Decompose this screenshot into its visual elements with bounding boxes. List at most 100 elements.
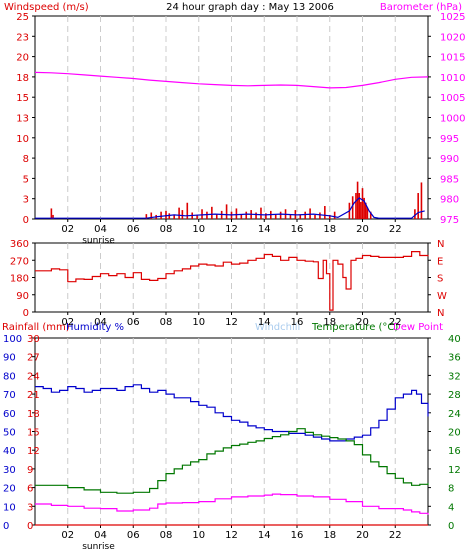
windspeed-bar [358, 193, 361, 219]
windspeed-bar [225, 204, 228, 219]
windspeed-bar [196, 214, 198, 219]
direction-panel-xtick-label: 20 [356, 317, 369, 328]
rainfall-tick-label: 18 [27, 409, 40, 420]
temperature-tick-label: 16 [448, 446, 461, 457]
windspeed-bar [52, 214, 54, 219]
compass-tick-label: N [437, 308, 444, 319]
windspeed-bar [328, 214, 331, 219]
humidity-axis-label: Humidity % [66, 322, 124, 333]
direction-panel-xtick-label: 12 [225, 317, 238, 328]
dew-point-line [35, 493, 429, 515]
barometer-tick-label: 1025 [440, 12, 465, 23]
windspeed-bar [304, 211, 306, 219]
barometer-tick-label: 1000 [440, 114, 465, 125]
windspeed-bar [181, 210, 184, 219]
windspeed-tick-label: 13 [16, 114, 29, 125]
humidity-tick-label: 10 [3, 502, 16, 513]
windspeed-tick-label: 23 [16, 32, 29, 43]
temp-panel-xtick-label: 02 [61, 530, 74, 541]
barometer-tick-label: 1015 [440, 53, 465, 64]
windspeed-bar [168, 213, 171, 219]
dewpoint-legend: Dew Point [393, 322, 443, 333]
plot-layer: 0358101315182023259759809859909951000100… [3, 12, 465, 552]
humidity-tick-label: 30 [3, 465, 16, 476]
temp-panel-xtick-label: 22 [389, 530, 402, 541]
windspeed-bar [364, 202, 367, 219]
windspeed-bar [211, 206, 213, 219]
wind-panel-xtick-label: 04 [94, 224, 107, 235]
windspeed-bar [420, 182, 423, 219]
windchill-legend: Windchill [255, 322, 300, 333]
direction-panel-xtick-label: 18 [323, 317, 336, 328]
direction-tick-label: 90 [16, 291, 29, 302]
wind-panel-xtick-label: 02 [61, 224, 74, 235]
windspeed-tick-label: 5 [23, 174, 29, 185]
humidity-tick-label: 40 [3, 446, 16, 457]
barometer-tick-label: 1010 [440, 73, 465, 84]
windspeed-tick-label: 3 [23, 195, 29, 206]
direction-tick-label: 270 [10, 256, 29, 267]
humidity-tick-label: 20 [3, 484, 16, 495]
wind-panel-xtick-label: 16 [291, 224, 304, 235]
windspeed-bar [240, 214, 243, 219]
compass-tick-label: N [437, 239, 444, 250]
temperature-tick-label: 40 [448, 334, 461, 345]
direction-panel-xtick-label: 14 [258, 317, 271, 328]
wind-direction-line [35, 251, 429, 311]
windspeed-tick-label: 8 [23, 154, 29, 165]
barometer-tick-label: 980 [440, 195, 459, 206]
barometer-axis-label: Barometer (hPa) [380, 2, 462, 13]
wind-panel-xtick-label: 20 [356, 224, 369, 235]
windspeed-bar [417, 193, 419, 219]
wind-panel-xtick-label: 22 [389, 224, 402, 235]
temperature-tick-label: 36 [448, 353, 461, 364]
wind-panel-xtick-label: 18 [323, 224, 336, 235]
windspeed-bar [165, 210, 167, 219]
rainfall-tick-label: 9 [27, 465, 33, 476]
windspeed-tick-label: 18 [16, 73, 29, 84]
rainfall-tick-label: 24 [27, 371, 40, 382]
rainfall-axis-label: Rainfall (mm) [2, 322, 70, 333]
temp-panel-xtick-label: 12 [225, 530, 238, 541]
windspeed-bar [299, 214, 302, 219]
wind-panel-xtick-label: 06 [127, 224, 140, 235]
windspeed-bar [265, 213, 267, 219]
temperature-tick-label: 32 [448, 371, 461, 382]
direction-panel-xtick-label: 16 [291, 317, 304, 328]
windspeed-bar [186, 202, 189, 219]
windspeed-bar [145, 214, 148, 219]
windspeed-bar [351, 196, 354, 219]
temp-panel-xtick-label: 16 [291, 530, 304, 541]
chart-title: 24 hour graph day : May 13 2006 [166, 2, 334, 13]
windspeed-bar [369, 211, 372, 219]
compass-tick-label: W [437, 291, 447, 302]
humidity-tick-label: 0 [3, 521, 9, 532]
wind-average-line [35, 197, 425, 219]
rainfall-tick-label: 12 [27, 446, 40, 457]
windspeed-bar [160, 211, 162, 219]
windspeed-bar [355, 193, 357, 219]
windspeed-bar [274, 214, 277, 219]
temperature-tick-label: 28 [448, 390, 461, 401]
windspeed-bar [178, 207, 180, 219]
barometer-line [34, 71, 429, 89]
compass-tick-label: S [437, 274, 443, 285]
temp-panel-xtick-label: 10 [192, 530, 205, 541]
temperature-legend: Temperature (°C) [311, 322, 398, 333]
wind-panel-xtick-label: 10 [192, 224, 205, 235]
wind-panel-xtick-label: 14 [258, 224, 271, 235]
windspeed-bar [314, 214, 316, 219]
windspeed-bar [360, 201, 362, 219]
wind-panel-sunrise-label: sunrise [82, 236, 115, 246]
windspeed-bar [201, 209, 203, 219]
temp-panel-xtick-label: 14 [258, 530, 271, 541]
direction-panel-xtick-label: 06 [127, 317, 140, 328]
windspeed-bar [235, 208, 238, 219]
barometer-tick-label: 990 [440, 154, 459, 165]
windspeed-tick-label: 25 [16, 12, 29, 23]
temperature-tick-label: 12 [448, 465, 461, 476]
barometer-tick-label: 995 [440, 134, 459, 145]
windspeed-bar [260, 207, 262, 219]
barometer-tick-label: 1020 [440, 32, 465, 43]
